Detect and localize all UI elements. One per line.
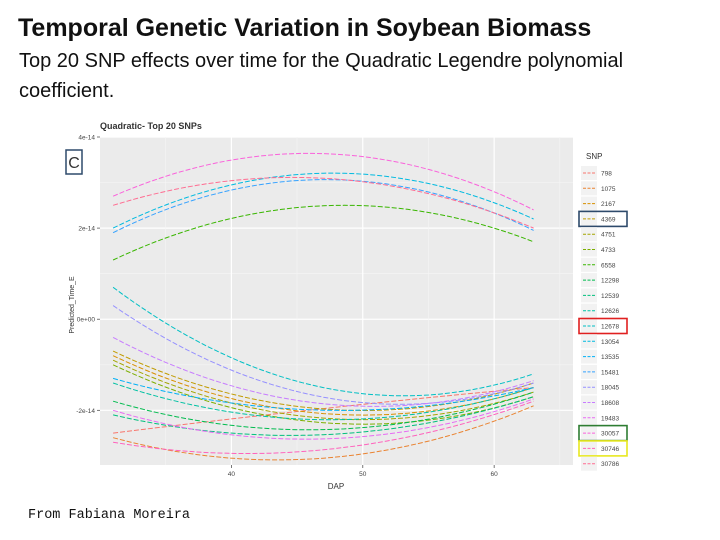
series-line-15481 bbox=[112, 179, 534, 234]
y-axis-label: Predicted_Time_E bbox=[69, 276, 76, 334]
legend-item-12298: 12298 bbox=[581, 273, 619, 288]
legend-item-12626: 12626 bbox=[581, 303, 619, 318]
legend-title: SNP bbox=[586, 152, 602, 161]
legend-label: 4733 bbox=[601, 247, 616, 254]
series-lines bbox=[112, 152, 534, 461]
snp-effects-chart: 4e-14 2e-14 0e+00 -2e-14 40 50 60 Quadratic- … bbox=[64, 115, 632, 495]
series-line-19483 bbox=[112, 398, 534, 440]
x-axis-ticks: 40 50 60 bbox=[228, 465, 498, 478]
series-line-13054 bbox=[112, 172, 534, 229]
y-axis-ticks: 4e-14 2e-14 0e+00 -2e-14 bbox=[76, 135, 100, 415]
y-tick-label: 4e-14 bbox=[78, 135, 95, 142]
legend-item-2167: 2167 bbox=[581, 196, 616, 211]
series-line-4751 bbox=[112, 359, 534, 421]
legend-label: 30786 bbox=[601, 461, 619, 468]
legend-label: 13535 bbox=[601, 354, 619, 361]
legend-item-6558: 6558 bbox=[581, 257, 616, 272]
series-line-30786 bbox=[112, 176, 534, 229]
series-line-13535 bbox=[112, 377, 534, 411]
y-tick-label: 2e-14 bbox=[78, 226, 95, 233]
chart-title: Quadratic- Top 20 SNPs bbox=[100, 121, 202, 131]
legend-item-15481: 15481 bbox=[581, 364, 619, 379]
series-line-30057 bbox=[112, 152, 534, 211]
legend-label: 4751 bbox=[601, 232, 616, 239]
legend-label: 30057 bbox=[601, 431, 619, 438]
legend-item-4751: 4751 bbox=[581, 227, 616, 242]
legend-label: 12678 bbox=[601, 324, 619, 331]
legend: 798 1075 2167 4369 4751 4733 6558 12298 12539 126… bbox=[578, 166, 628, 471]
series-line-12298 bbox=[112, 391, 534, 431]
series-line-18608 bbox=[112, 336, 534, 407]
series-line-4733 bbox=[112, 364, 534, 425]
series-line-12678 bbox=[112, 286, 534, 397]
legend-label: 13054 bbox=[601, 339, 619, 346]
series-line-6558 bbox=[112, 204, 534, 261]
legend-item-12539: 12539 bbox=[581, 288, 619, 303]
series-line-2167 bbox=[112, 355, 534, 416]
legend-label: 6558 bbox=[601, 262, 616, 269]
legend-label: 15481 bbox=[601, 369, 619, 376]
y-tick-label: 0e+00 bbox=[77, 317, 96, 324]
legend-highlight-box bbox=[578, 317, 628, 335]
x-axis-label: DAP bbox=[328, 482, 344, 491]
x-tick-label: 50 bbox=[359, 471, 367, 478]
y-tick-label: -2e-14 bbox=[76, 408, 95, 415]
legend-label: 12626 bbox=[601, 308, 619, 315]
slide-title: Temporal Genetic Variation in Soybean Bi… bbox=[18, 14, 592, 42]
legend-highlight-box bbox=[578, 440, 628, 457]
legend-item-12678: 12678 bbox=[578, 317, 628, 335]
legend-item-13535: 13535 bbox=[581, 349, 619, 364]
source-credit: From Fabiana Moreira bbox=[28, 508, 191, 523]
legend-label: 2167 bbox=[601, 201, 616, 208]
legend-item-18045: 18045 bbox=[581, 380, 619, 395]
legend-item-4369: 4369 bbox=[578, 210, 628, 228]
legend-item-4733: 4733 bbox=[581, 242, 616, 257]
legend-label: 798 bbox=[601, 171, 612, 178]
series-line-18045 bbox=[112, 305, 534, 405]
legend-label: 12298 bbox=[601, 278, 619, 285]
x-tick-label: 60 bbox=[491, 471, 499, 478]
series-line-1075 bbox=[112, 405, 534, 461]
legend-label: 4369 bbox=[601, 216, 616, 223]
legend-highlight-box bbox=[578, 210, 628, 228]
legend-label: 19483 bbox=[601, 415, 619, 422]
legend-item-798: 798 bbox=[581, 166, 612, 180]
x-tick-label: 40 bbox=[228, 471, 236, 478]
legend-label: 30746 bbox=[601, 446, 619, 453]
legend-item-19483: 19483 bbox=[581, 410, 619, 425]
legend-item-1075: 1075 bbox=[581, 181, 616, 196]
legend-label: 12539 bbox=[601, 293, 619, 300]
series-line-12626 bbox=[112, 382, 534, 421]
panel-label: C bbox=[68, 155, 80, 172]
legend-label: 18608 bbox=[601, 400, 619, 407]
series-line-30746 bbox=[113, 400, 534, 454]
legend-item-30746: 30746 bbox=[578, 440, 628, 457]
panel-label-box bbox=[65, 149, 83, 175]
legend-item-18608: 18608 bbox=[581, 395, 619, 410]
legend-item-13054: 13054 bbox=[581, 334, 619, 349]
slide-subtitle: Top 20 SNP effects over time for the Qua… bbox=[19, 50, 624, 102]
legend-item-30786: 30786 bbox=[581, 456, 619, 471]
legend-label: 1075 bbox=[601, 186, 616, 193]
legend-label: 18045 bbox=[601, 385, 619, 392]
